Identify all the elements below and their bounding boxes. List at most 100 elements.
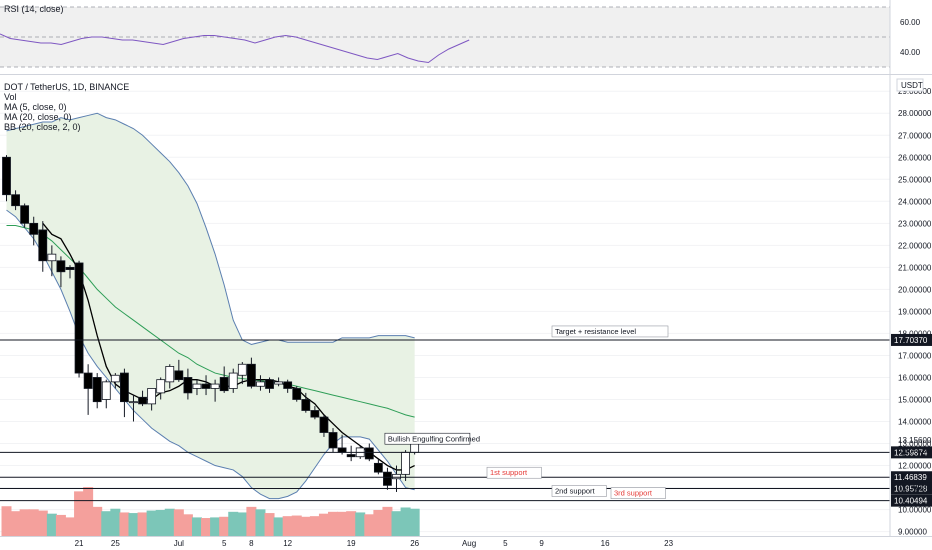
price-tick-label: 29.00000	[898, 87, 932, 96]
volume-bar	[83, 487, 94, 536]
symbol-title: DOT / TetherUS, 1D, BINANCE	[4, 82, 130, 92]
chart-legend: DOT / TetherUS, 1D, BINANCE Vol MA (5, c…	[4, 82, 129, 132]
volume-bar	[128, 513, 139, 536]
price-tick-label: 15.00000	[898, 395, 932, 404]
time-tick-label: 23	[664, 539, 673, 548]
time-tick-label: 25	[111, 539, 120, 548]
level-note-box	[551, 325, 669, 338]
level-note-box	[486, 466, 542, 479]
candle-body	[129, 401, 138, 404]
candle-body	[219, 377, 229, 392]
price-tick-label: 17.00000	[898, 351, 932, 360]
candle-body	[283, 381, 293, 389]
candle-body	[38, 229, 48, 262]
ma5-line	[42, 222, 415, 471]
level-price-tag	[891, 471, 932, 484]
volume-bar	[409, 508, 420, 536]
volume-bar	[74, 491, 85, 536]
candle-body	[101, 381, 111, 400]
annotation-box	[384, 432, 471, 445]
volume-bar	[146, 510, 157, 536]
candle-body	[192, 383, 202, 389]
volume-bar	[1, 506, 12, 536]
volume-bar	[300, 516, 311, 536]
price-tick-label: 9.00000	[898, 528, 927, 537]
level-note-box	[551, 485, 607, 497]
price-tick-label: 23.00000	[898, 219, 932, 228]
price-tick-label: 10.00000	[898, 506, 932, 515]
candle-body	[319, 416, 329, 433]
time-tick-label: 9	[539, 539, 544, 548]
price-tick-label: 16.00000	[898, 373, 932, 382]
time-tick-label: 16	[601, 539, 610, 548]
candle-body	[156, 379, 166, 394]
time-tick-label: 26	[410, 539, 419, 548]
volume-bar	[210, 517, 221, 536]
volume-bar	[201, 518, 212, 536]
volume-bar	[246, 506, 257, 536]
volume-bar	[373, 509, 384, 536]
level-price-tag	[891, 333, 932, 346]
volume-bar	[101, 511, 112, 536]
volume-bar	[228, 511, 239, 536]
candle-body	[11, 194, 20, 207]
candle-body	[337, 447, 347, 453]
volume-bar	[291, 515, 302, 536]
volume-bar	[173, 509, 184, 536]
time-tick-label: Aug	[462, 539, 476, 548]
volume-bar	[46, 513, 57, 536]
price-tick-label: 22.00000	[898, 241, 932, 250]
candle-body	[310, 410, 320, 418]
volume-bar	[110, 508, 121, 536]
candle-body	[364, 447, 374, 460]
volume-bar	[273, 517, 284, 536]
candle-body	[246, 363, 256, 387]
time-tick-label: 21	[75, 539, 84, 548]
level-price-tag	[891, 482, 932, 495]
candle-body	[83, 372, 93, 389]
volume-bar	[400, 507, 411, 536]
candle-body	[147, 388, 157, 405]
volume-bar	[309, 516, 320, 536]
level-price-label: 12.59874	[894, 448, 928, 457]
price-tick-label: 12.00000	[898, 462, 932, 471]
level-note: 1st support	[490, 468, 528, 477]
time-tick-label: 19	[347, 539, 356, 548]
candle-body	[346, 454, 356, 458]
candle-body	[120, 372, 129, 403]
candle-body	[301, 399, 311, 411]
level-price-label: 10.40494	[894, 497, 928, 506]
rsi-line	[0, 33, 470, 64]
time-tick-label: 12	[283, 539, 292, 548]
rsi-panel[interactable]: 60.00 40.00	[0, 0, 932, 75]
legend-vol: Vol	[4, 92, 17, 102]
legend-ma20: MA (20, close, 0)	[4, 112, 72, 122]
volume-bar	[10, 511, 21, 536]
time-tick-label: 8	[249, 539, 254, 548]
rsi-tick-label: 40.00	[900, 48, 921, 57]
candle-body	[328, 432, 338, 449]
volume-bar	[391, 511, 402, 536]
candle-body	[92, 377, 102, 403]
level-price-label: 11.46839	[894, 473, 927, 482]
candle-body	[20, 205, 30, 224]
volume-bar	[364, 514, 375, 536]
volume-bar	[137, 512, 148, 536]
volume-bar	[318, 513, 329, 536]
candle-body	[373, 462, 383, 473]
candle-body	[383, 471, 392, 486]
volume-bar	[182, 514, 193, 536]
level-note: Target + resistance level	[555, 327, 636, 336]
volume-bar	[382, 506, 393, 536]
volume-bar	[328, 511, 339, 536]
price-tick-label: 14.00000	[898, 418, 932, 427]
volume-bar	[355, 512, 366, 536]
price-tick-label: 18.00000	[898, 329, 932, 338]
rsi-tick-label: 60.00	[900, 18, 921, 27]
candle-body	[174, 370, 184, 381]
bar-countdown: 03:47:05	[900, 446, 932, 455]
candle-body	[183, 377, 193, 394]
price-tick-label: 20.00000	[898, 285, 932, 294]
